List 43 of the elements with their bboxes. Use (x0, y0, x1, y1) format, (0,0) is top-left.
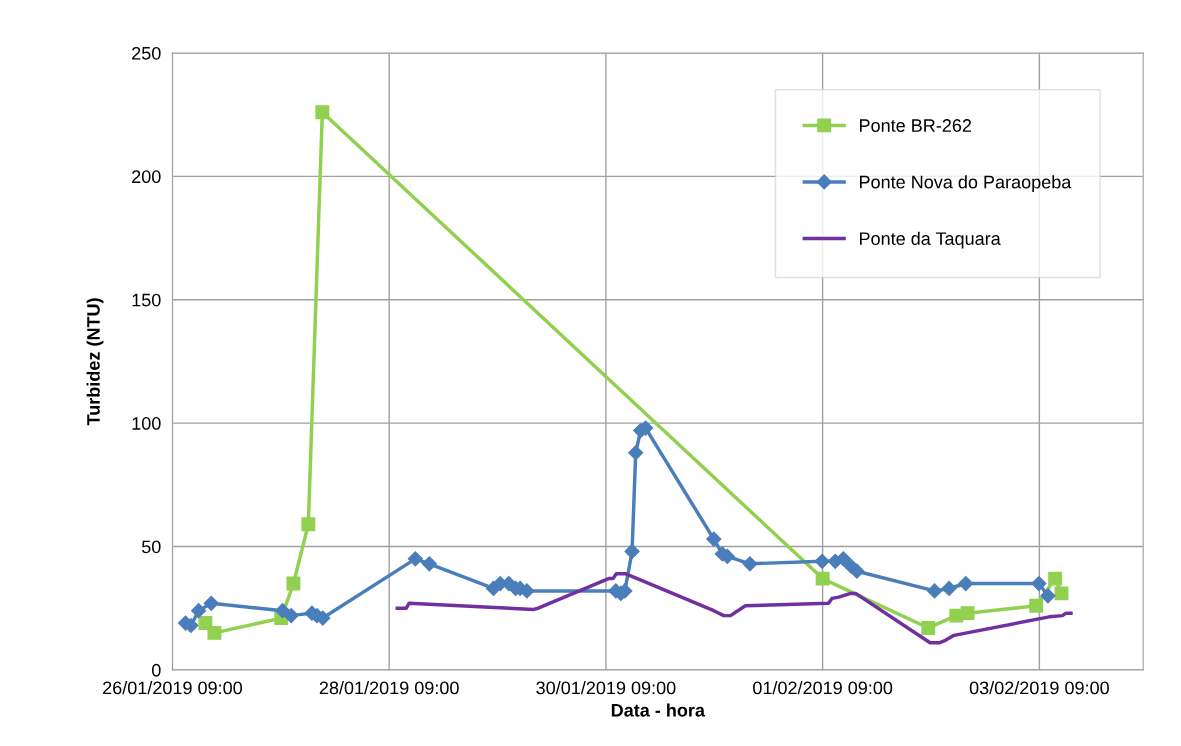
point (921, 621, 936, 635)
point (407, 551, 423, 567)
point (191, 603, 207, 619)
point (286, 576, 301, 591)
legend-label: Ponte Nova do Paraopeba (860, 175, 1072, 193)
point (815, 571, 830, 586)
x-axis-title: Data - hora (611, 703, 706, 717)
point (742, 556, 758, 572)
point (814, 553, 830, 569)
y-axis-title: Turbidez (NTU) (86, 298, 104, 426)
x-tick-label: 30/01/2019 09:00 (536, 681, 676, 695)
y-tick-label: 100 (132, 417, 161, 430)
y-tick-label: 50 (141, 540, 161, 554)
point (1031, 575, 1047, 592)
y-tick-label: 150 (132, 293, 161, 307)
point (1054, 586, 1069, 601)
point (315, 105, 330, 120)
legend-label: Ponte da Taquara (860, 231, 1001, 249)
point (1029, 598, 1044, 613)
y-tick-label: 0 (151, 663, 161, 677)
y-tick-label: 200 (132, 170, 161, 184)
point (960, 606, 975, 621)
point (301, 517, 316, 532)
point (207, 625, 222, 640)
x-tick-label: 26/01/2019 09:00 (103, 681, 243, 695)
point (706, 531, 722, 547)
point (958, 575, 974, 592)
point (628, 445, 644, 461)
legend-label: Ponte BR-262 (860, 119, 972, 132)
line-series (395, 571, 1073, 645)
x-tick-label: 28/01/2019 09:00 (319, 681, 459, 695)
point (421, 556, 437, 572)
point (849, 563, 865, 579)
x-tick-label: 01/02/2019 09:00 (753, 681, 893, 695)
point (927, 583, 943, 599)
point (941, 580, 957, 597)
point (1048, 571, 1063, 586)
y-tick-label: 250 (132, 46, 161, 60)
point (624, 543, 640, 560)
x-tick-label: 03/02/2019 09:00 (969, 681, 1109, 695)
point (283, 608, 299, 624)
point (1040, 588, 1056, 604)
point (203, 595, 219, 611)
